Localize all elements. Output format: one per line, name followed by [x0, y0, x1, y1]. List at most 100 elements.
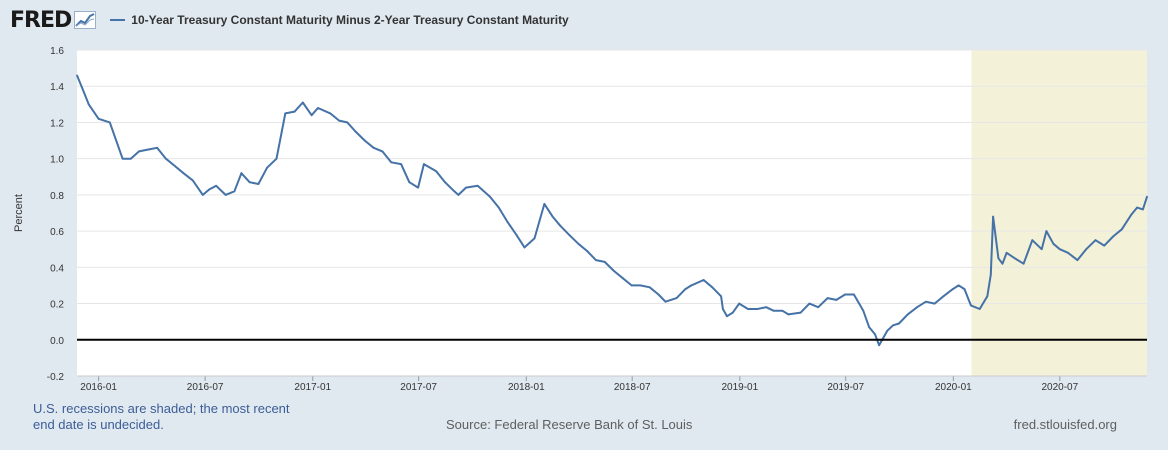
data-point [329, 112, 332, 115]
data-point [1005, 251, 1008, 254]
data-point [684, 288, 687, 290]
x-tick-label: 2016-01 [80, 382, 117, 393]
data-point [621, 277, 624, 280]
fred-logo[interactable]: FRED [10, 8, 97, 33]
y-tick-label: 0.4 [50, 263, 64, 274]
y-tick-label: 0.0 [50, 336, 64, 347]
data-point [129, 157, 132, 160]
data-point [81, 88, 84, 91]
data-point [515, 233, 518, 236]
data-point [533, 237, 536, 240]
data-point [997, 257, 1000, 260]
data-point [240, 172, 243, 175]
data-point [1130, 213, 1133, 216]
data-point [346, 121, 349, 124]
data-point [523, 246, 526, 249]
data-point [381, 150, 384, 153]
data-point [942, 295, 945, 298]
x-tick-label: 2020-07 [1041, 382, 1078, 393]
series-layer [76, 74, 1148, 347]
y-tick-label: 1.6 [50, 46, 64, 57]
data-point [799, 311, 802, 314]
data-point [1120, 228, 1123, 231]
data-point [613, 270, 615, 272]
data-point [1076, 259, 1079, 261]
data-point [756, 308, 759, 310]
data-point [417, 186, 419, 189]
data-point [248, 181, 251, 184]
data-point [363, 139, 366, 142]
source-url-link[interactable]: fred.stlouisfed.org [1013, 417, 1117, 432]
data-point [435, 170, 438, 173]
data-point [568, 233, 570, 236]
data-point [738, 302, 741, 305]
data-point [354, 130, 357, 133]
data-point [1067, 251, 1069, 254]
data-point [280, 130, 283, 133]
data-point [639, 284, 642, 287]
data-point [301, 101, 304, 104]
data-point [1001, 262, 1004, 265]
plot-area [77, 50, 1147, 376]
data-point [293, 110, 296, 113]
data-point [444, 181, 446, 184]
data-point [781, 309, 784, 312]
y-tick-label: 0.8 [50, 191, 64, 202]
data-point [146, 148, 149, 151]
data-point [957, 284, 960, 287]
data-point [1045, 230, 1048, 233]
y-tick-label: 1.4 [50, 82, 64, 93]
x-tick-label: 2018-01 [508, 382, 545, 393]
data-point [675, 297, 678, 300]
data-point [577, 242, 580, 245]
data-point [664, 300, 667, 303]
data-point [886, 329, 889, 332]
data-point [916, 306, 918, 309]
data-point [87, 103, 90, 106]
data-point [720, 295, 723, 298]
y-tick-label: 1.2 [50, 118, 64, 129]
data-point [657, 293, 660, 296]
data-point [1040, 248, 1043, 251]
data-point [1022, 262, 1025, 265]
data-point [595, 259, 597, 261]
data-point [310, 114, 313, 117]
x-tick-label: 2019-07 [827, 382, 864, 393]
data-point [208, 188, 211, 191]
data-point [826, 297, 829, 300]
data-point [156, 146, 159, 149]
data-point [853, 293, 855, 296]
data-point [721, 308, 724, 310]
y-tick-label: 0.6 [50, 227, 64, 238]
data-point [787, 313, 790, 316]
data-point [266, 166, 269, 169]
data-point [868, 326, 871, 328]
x-tick-label: 2020-01 [935, 382, 972, 393]
y-axis-label: Percent [13, 194, 25, 232]
y-tick-label: -0.2 [47, 372, 65, 383]
data-point [1085, 248, 1088, 251]
data-point [690, 284, 693, 287]
legend-swatch [110, 19, 126, 21]
data-point [874, 333, 876, 336]
data-point [191, 179, 194, 182]
recession-band [971, 50, 1147, 376]
chart-trend-icon [74, 11, 97, 29]
data-point [1103, 244, 1106, 247]
data-point [543, 203, 546, 205]
source-text: Source: Federal Reserve Bank of St. Loui… [446, 417, 693, 432]
data-point [400, 163, 403, 166]
data-point [1146, 195, 1148, 198]
legend-series-label: 10-Year Treasury Constant Maturity Minus… [131, 13, 569, 27]
data-point [1013, 257, 1016, 260]
data-point [465, 186, 467, 189]
data-point [1052, 242, 1055, 245]
data-point [423, 163, 425, 166]
recession-shading-layer [77, 50, 1147, 376]
legend: 10-Year Treasury Constant Maturity Minus… [110, 13, 569, 27]
recession-note-line2: end date is undecided. [33, 417, 164, 432]
data-point [772, 309, 775, 312]
data-point [817, 306, 820, 309]
data-point [933, 302, 936, 305]
